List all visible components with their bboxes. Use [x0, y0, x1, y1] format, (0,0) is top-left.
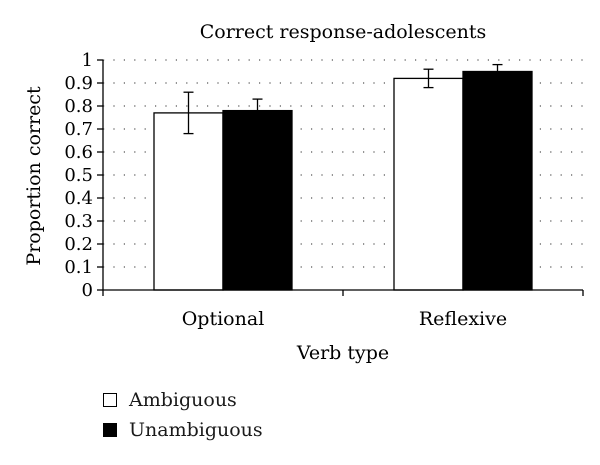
y-tick-label: 0.5: [64, 165, 93, 186]
bar-ambiguous-optional: [153, 112, 224, 291]
y-tick-label: 0: [82, 280, 93, 301]
legend-swatch-ambiguous: [103, 393, 117, 407]
y-tick-label: 0.3: [64, 211, 93, 232]
legend-label-unambiguous: Unambiguous: [129, 419, 263, 441]
bar-unambiguous-optional: [222, 109, 293, 291]
y-tick-label: 0.9: [64, 73, 93, 94]
x-tick-label: Reflexive: [419, 308, 507, 330]
legend-swatch-unambiguous: [103, 423, 117, 437]
bar-unambiguous-reflexive: [462, 70, 533, 291]
y-tick-label: 0.7: [64, 119, 93, 140]
x-axis-ticks: Optional Reflexive: [102, 290, 584, 330]
legend-label-ambiguous: Ambiguous: [129, 389, 237, 411]
y-tick-label: 0.6: [64, 142, 93, 163]
y-axis-ticks: 00.10.20.30.40.50.60.70.80.91: [64, 50, 103, 301]
x-tick-label: Optional: [182, 308, 265, 330]
y-tick-label: 0.4: [64, 188, 93, 209]
x-axis-label: Verb type: [296, 342, 389, 364]
gridlines: [103, 59, 583, 268]
y-axis-label: Proportion correct: [23, 86, 45, 266]
legend-item-ambiguous: Ambiguous: [103, 389, 237, 411]
y-tick-label: 0.2: [64, 234, 93, 255]
chart-title: Correct response-adolescents: [200, 21, 487, 43]
legend-item-unambiguous: Unambiguous: [103, 419, 263, 441]
y-tick-label: 0.8: [64, 96, 93, 117]
y-tick-label: 1: [82, 50, 93, 71]
y-tick-label: 0.1: [64, 257, 93, 278]
bar-ambiguous-reflexive: [393, 77, 464, 291]
bars: [153, 63, 533, 291]
